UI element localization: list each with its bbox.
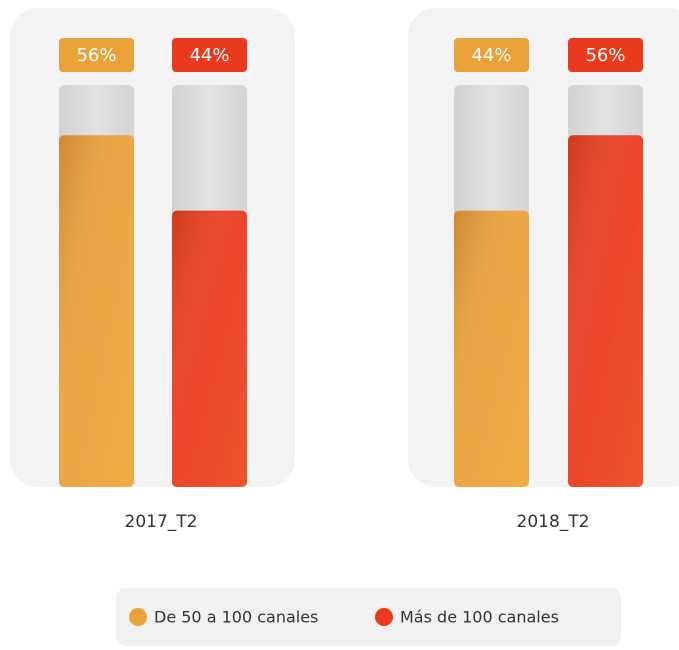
data-label: 56% [585,45,625,66]
legend-box [116,588,621,646]
bar-shine [59,135,134,487]
bar-shine [172,210,247,487]
bar-shine [454,210,529,487]
legend-label: Más de 100 canales [400,608,559,627]
label-box [568,38,643,72]
label-box [172,38,247,72]
x-tick-label: 2017_T2 [125,512,198,532]
legend-marker [129,608,147,626]
data-label: 56% [76,45,116,66]
label-box [454,38,529,72]
legend-marker [375,608,393,626]
bar-shine [568,135,643,487]
x-tick-label: 2018_T2 [517,512,590,532]
data-label: 44% [471,45,511,66]
label-box [59,38,134,72]
data-label: 44% [189,45,229,66]
panel [10,8,295,487]
legend-label: De 50 a 100 canales [154,608,318,627]
